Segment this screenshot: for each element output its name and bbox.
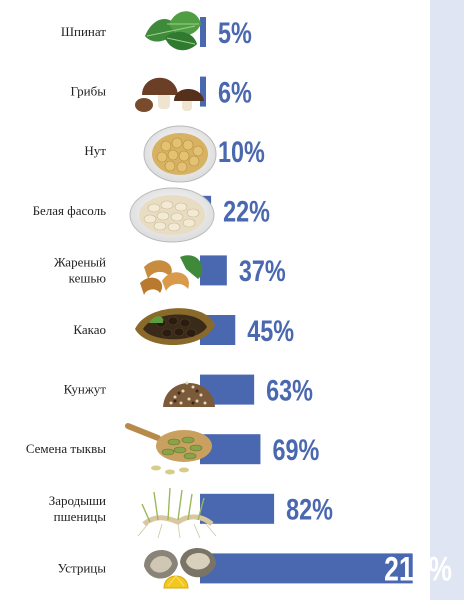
category-label: Устрицы	[58, 560, 107, 575]
value-label: 5%	[218, 16, 252, 49]
category-label: пшеницы	[54, 509, 107, 524]
value-label: 69%	[272, 433, 319, 466]
value-label: 63%	[266, 374, 313, 407]
value-label: 22%	[223, 195, 270, 228]
oysters-icon	[144, 547, 216, 589]
bars-layer	[200, 17, 413, 584]
right-edge-strip	[430, 0, 464, 600]
category-label: Нут	[84, 143, 106, 158]
bar-2	[200, 76, 206, 107]
spinach-icon	[145, 11, 201, 51]
sesame-icon	[163, 381, 215, 407]
bar-5	[200, 255, 227, 286]
value-labels-layer: 5% 6% 10% 22% 37% 45% 63% 69% 82% 214%	[218, 16, 452, 588]
value-label: 45%	[247, 314, 294, 347]
bar-1	[200, 17, 206, 47]
bar-10	[200, 553, 413, 584]
wheat-germ-icon	[137, 487, 217, 539]
cocoa-icon	[135, 308, 215, 346]
value-label: 37%	[239, 254, 286, 287]
cashew-icon	[140, 255, 203, 295]
white-beans-icon	[129, 187, 215, 243]
icons-layer	[125, 11, 217, 589]
value-label: 214%	[384, 551, 452, 589]
category-label: Семена тыквы	[26, 441, 106, 456]
chickpeas-icon	[143, 125, 217, 183]
category-label: Жареный	[54, 254, 106, 269]
mushrooms-icon	[135, 77, 204, 112]
pumpkin-seeds-icon	[125, 423, 212, 475]
category-label: Зародыши	[49, 493, 106, 508]
value-label: 82%	[286, 493, 333, 526]
category-label: Кунжут	[64, 382, 107, 397]
category-label: Белая фасоль	[33, 203, 107, 218]
category-label: Какао	[73, 322, 106, 337]
value-label: 6%	[218, 76, 252, 109]
category-label: Грибы	[70, 84, 106, 99]
category-label: кешью	[69, 270, 107, 285]
category-label: Шпинат	[61, 24, 106, 39]
value-label: 10%	[218, 135, 265, 168]
bar-9	[200, 493, 275, 524]
